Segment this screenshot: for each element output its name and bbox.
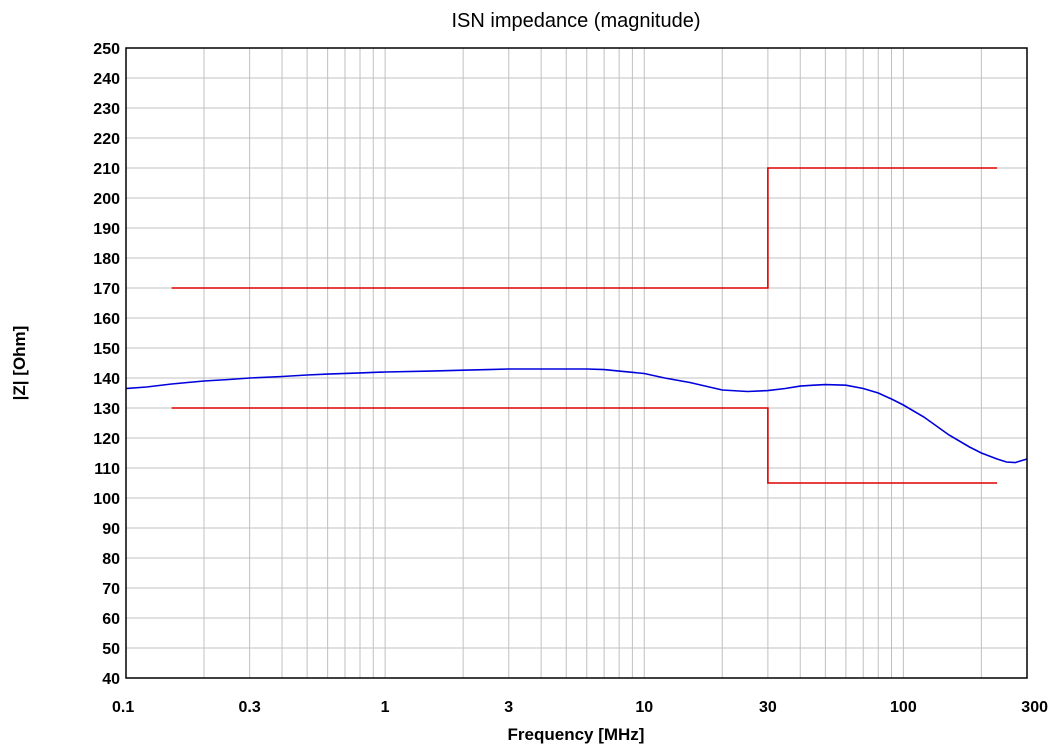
y-tick-label: 190 [93,221,120,238]
series-line-2 [171,167,998,289]
y-tick-label: 140 [93,371,120,388]
y-tick-label: 90 [102,521,120,538]
y-tick-label: 220 [93,131,120,148]
y-tick-label: 110 [94,461,120,478]
x-tick-label: 3 [504,699,513,716]
x-tick-label: 100 [890,699,917,716]
y-tick-label: 70 [102,581,120,598]
y-tick-label: 100 [93,491,120,508]
x-tick-label: 300 [1021,699,1048,716]
x-axis-ticks: 0.1 0.3 1 3 10 30 100 300 [112,699,1048,716]
y-tick-label: 170 [93,281,120,298]
plot-frame [125,47,1028,679]
y-tick-label: 180 [93,251,120,268]
series-line-1 [125,368,1028,464]
chart-title: ISN impedance (magnitude) [451,10,700,32]
x-tick-label: 10 [635,699,653,716]
x-tick-label: 0.1 [112,699,134,716]
y-axis-ticks: 40 50 60 70 80 90 100 110 120 130 140 150 160 170 180 1… [93,41,120,688]
y-tick-label: 120 [93,431,120,448]
x-tick-label: 1 [381,699,390,716]
y-tick-label: 40 [102,671,120,688]
grid [126,48,1027,678]
y-tick-label: 150 [93,341,120,358]
y-tick-label: 130 [93,401,120,418]
series-line-3 [171,407,998,484]
x-tick-label: 0.3 [239,699,261,716]
y-tick-label: 50 [102,641,120,658]
y-tick-label: 250 [93,41,120,58]
y-tick-label: 80 [102,551,120,568]
y-tick-label: 160 [93,311,120,328]
y-tick-label: 240 [93,71,120,88]
y-axis-label: |Z| [Ohm] [10,326,29,401]
x-tick-label: 30 [759,699,777,716]
y-tick-label: 210 [93,161,120,178]
y-tick-label: 230 [93,101,120,118]
x-axis-label: Frequency [MHz] [508,725,645,744]
y-tick-label: 200 [93,191,120,208]
series-group [125,167,1028,484]
y-tick-label: 60 [102,611,120,628]
